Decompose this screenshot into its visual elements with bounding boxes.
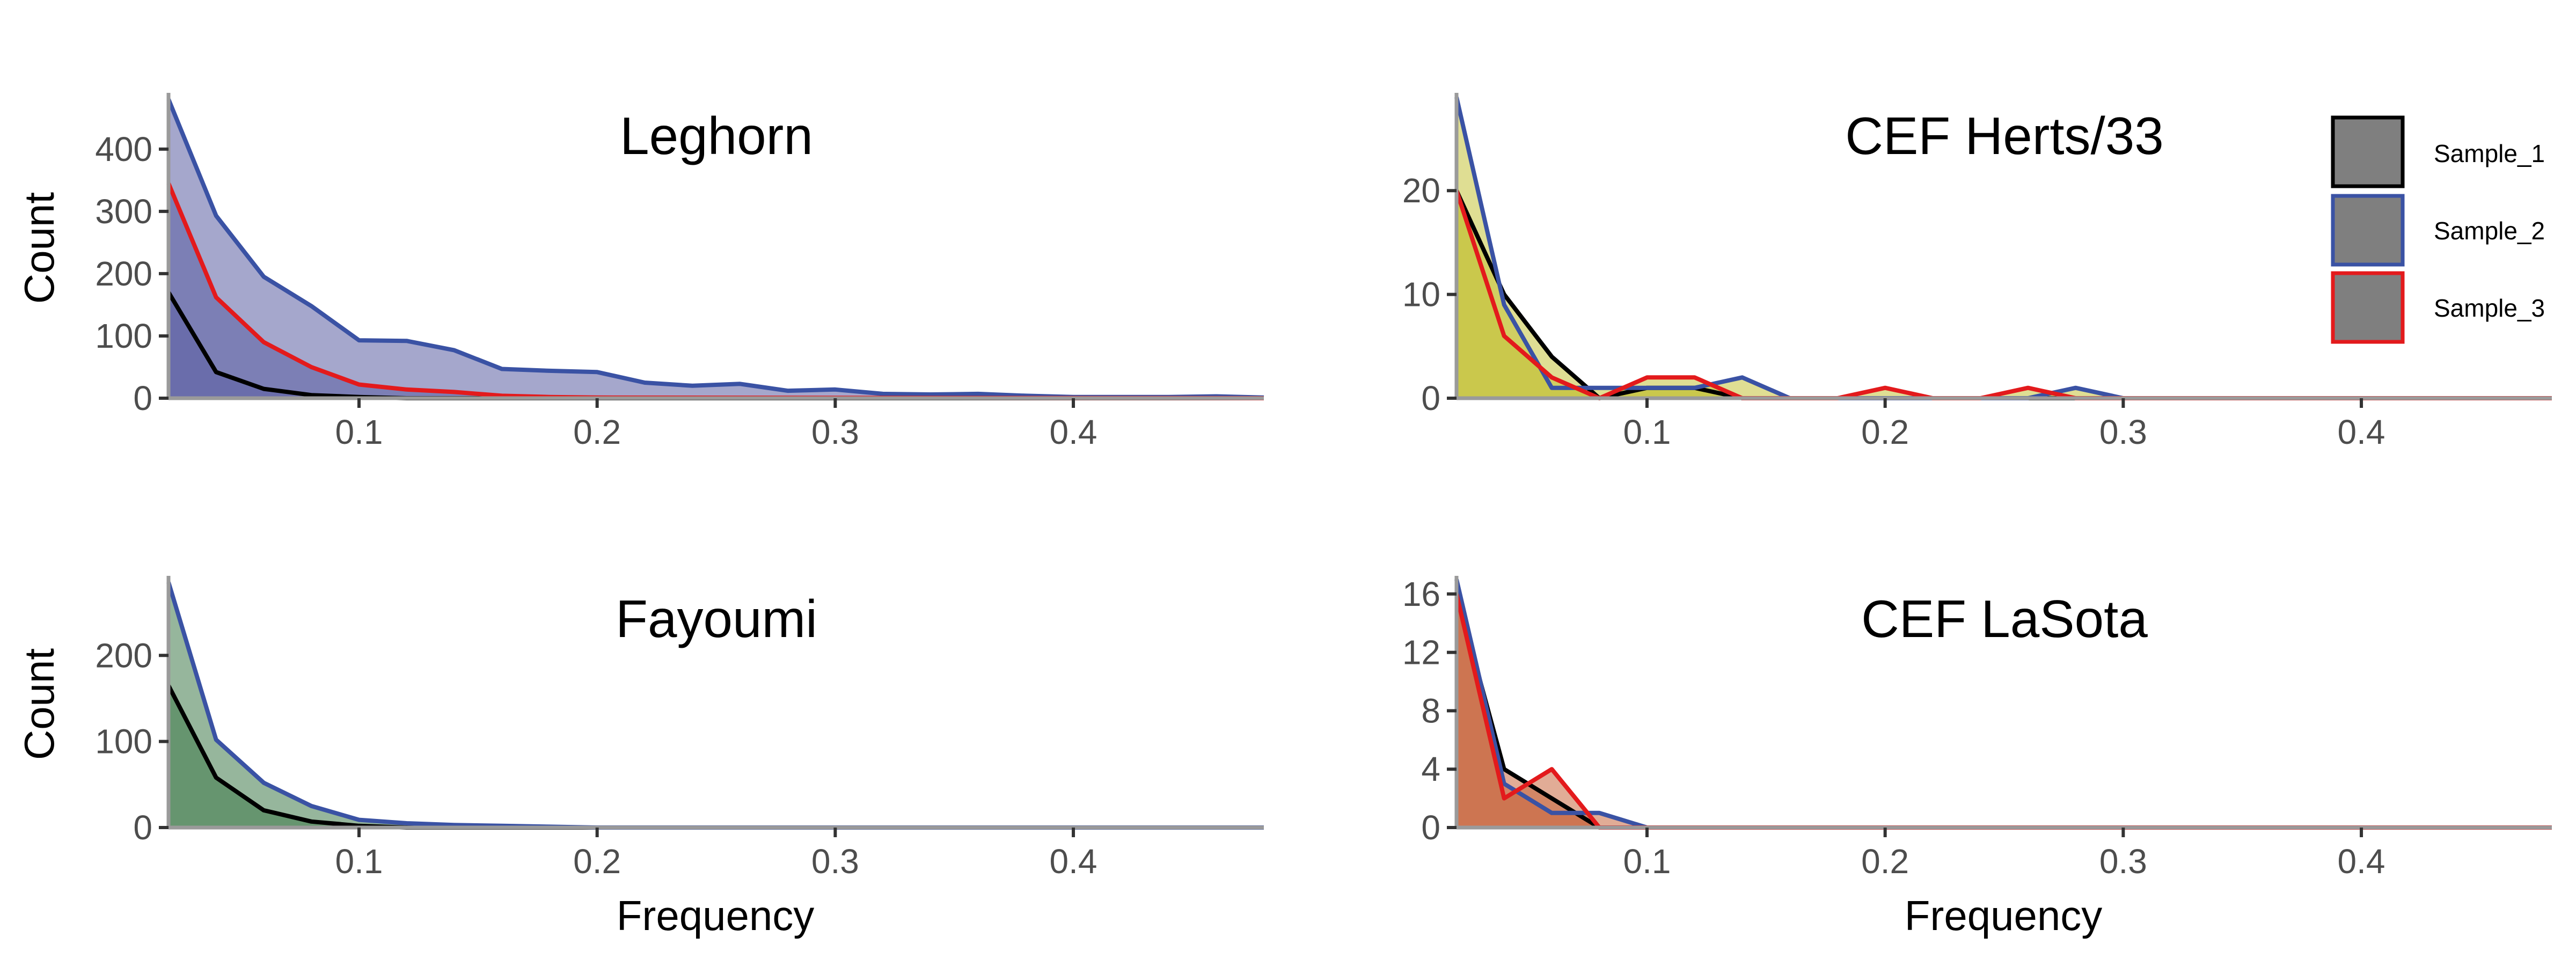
panel-title: CEF Herts/33 (1845, 106, 2164, 165)
x-tick-label: 0.4 (1050, 842, 1097, 881)
x-tick-label: 0.4 (2338, 842, 2385, 881)
legend-item-sample-2: Sample_2 (2331, 194, 2545, 267)
legend-key (2331, 271, 2405, 344)
y-tick-label: 20 (1402, 171, 1440, 210)
series-area-sample-3 (169, 183, 1264, 398)
x-tick-label: 0.1 (1623, 842, 1671, 881)
legend-key (2331, 115, 2405, 188)
panel-title: Leghorn (620, 106, 813, 165)
y-tick-label: 12 (1402, 633, 1440, 672)
legend-item-sample-3: Sample_3 (2331, 271, 2545, 344)
y-tick-label: 300 (95, 192, 152, 231)
y-tick-label: 0 (1421, 808, 1440, 847)
x-tick-label: 0.4 (2338, 413, 2385, 451)
legend-item-sample-1: Sample_1 (2331, 115, 2545, 188)
series-area-sample-2 (169, 582, 1264, 828)
y-tick-label: 4 (1421, 750, 1440, 788)
x-tick-label: 0.3 (811, 842, 859, 881)
x-tick-label: 0.1 (335, 842, 383, 881)
x-tick-label: 0.2 (573, 842, 621, 881)
legend: Sample_1 Sample_2 Sample_3 (2331, 115, 2545, 344)
y-tick-label: 200 (95, 254, 152, 293)
series-area-sample-1 (169, 685, 1264, 828)
y-tick-label: 10 (1402, 275, 1440, 314)
panel-title: Fayoumi (616, 589, 817, 648)
panel-title: CEF LaSota (1861, 589, 2148, 648)
panel-leghorn: 0 100 200 300 400 0.1 0.2 0.3 0.4 Leghorn Count (16, 93, 1264, 451)
y-tick-label: 0 (133, 808, 152, 847)
y-tick-label: 16 (1402, 575, 1440, 613)
y-axis-title: Count (16, 192, 63, 304)
panel-fayoumi: 0 100 200 0.1 0.2 0.3 0.4 Fayoumi Count Freque… (16, 576, 1264, 939)
panel-cef-herts33: 0 10 20 0.1 0.2 0.3 0.4 CEF Herts/33 (1402, 93, 2552, 451)
panel-cef-lasota: 0 4 8 12 16 0.1 0.2 0.3 0.4 CEF LaSota Frequency (1402, 575, 2552, 939)
series-area-sample-1 (1457, 191, 2552, 398)
y-tick-label: 400 (95, 130, 152, 169)
x-tick-label: 0.1 (1623, 413, 1671, 451)
legend-key (2331, 194, 2405, 267)
x-tick-label: 0.2 (1861, 413, 1909, 451)
y-tick-label: 200 (95, 636, 152, 675)
y-tick-label: 8 (1421, 691, 1440, 730)
x-tick-label: 0.3 (2099, 413, 2147, 451)
y-tick-label: 100 (95, 722, 152, 761)
legend-label: Sample_3 (2434, 294, 2545, 322)
x-tick-label: 0.3 (811, 413, 859, 451)
series-line-sample-1 (166, 684, 1264, 830)
x-tick-label: 0.2 (1861, 842, 1909, 881)
y-tick-label: 0 (133, 379, 152, 418)
y-tick-label: 0 (1421, 379, 1440, 418)
x-tick-label: 0.3 (2099, 842, 2147, 881)
x-tick-label: 0.4 (1050, 413, 1097, 451)
series-area-sample-3 (1457, 594, 2552, 828)
legend-label: Sample_1 (2434, 140, 2545, 167)
x-axis-title: Frequency (1905, 892, 2103, 939)
x-tick-label: 0.1 (335, 413, 383, 451)
y-axis-title: Count (16, 648, 63, 760)
y-tick-label: 100 (95, 317, 152, 355)
legend-label: Sample_2 (2434, 217, 2545, 245)
x-tick-label: 0.2 (573, 413, 621, 451)
x-axis-title: Frequency (617, 892, 815, 939)
